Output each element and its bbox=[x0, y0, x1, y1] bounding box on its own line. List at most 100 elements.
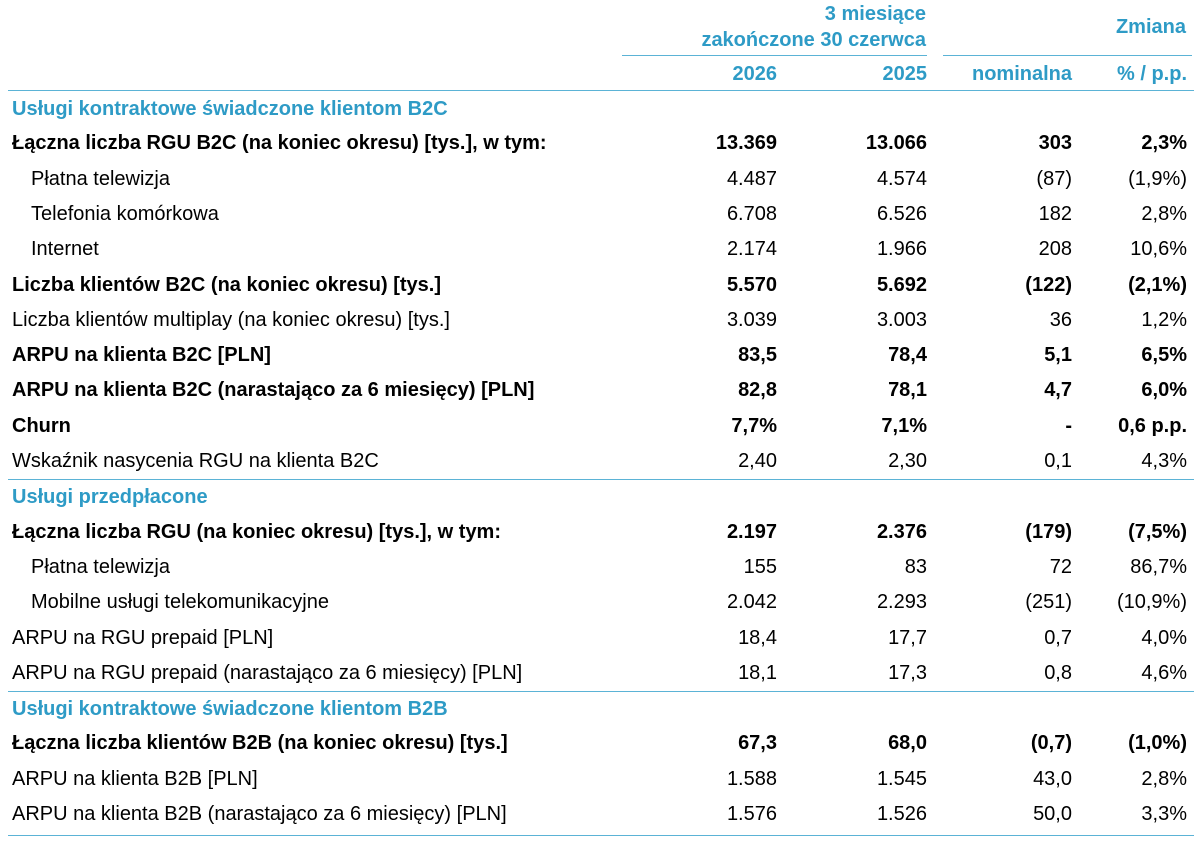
row-label: Liczba klientów multiplay (na koniec okr… bbox=[12, 308, 450, 331]
change-percent: (2,1%) bbox=[1128, 273, 1187, 296]
change-nominal: 0,8 bbox=[1044, 661, 1072, 684]
change-nominal: 0,7 bbox=[1044, 626, 1072, 649]
change-percent: (1,9%) bbox=[1128, 167, 1187, 190]
table-bottom-rule bbox=[8, 835, 1194, 837]
value-2026: 2.042 bbox=[726, 591, 777, 614]
table-row: Łączna liczba klientów B2B (na koniec ok… bbox=[0, 727, 1202, 762]
section-header: Usługi kontraktowe świadczone klientom B… bbox=[0, 692, 1202, 727]
value-2025: 4.574 bbox=[876, 167, 927, 190]
value-2026: 1.576 bbox=[726, 803, 777, 825]
change-percent: 6,0% bbox=[1141, 379, 1187, 402]
value-2026: 1.588 bbox=[726, 767, 777, 790]
column-header-nominal: nominalna bbox=[971, 63, 1072, 85]
row-label: Łączna liczba RGU (na koniec okresu) [ty… bbox=[12, 520, 502, 543]
value-2025: 78,1 bbox=[888, 379, 927, 402]
row-label: Wskaźnik nasycenia RGU na klienta B2C bbox=[12, 450, 379, 472]
table-row: Wskaźnik nasycenia RGU na klienta B2C 2,4… bbox=[0, 445, 1202, 480]
section-header: Usługi przedpłacone bbox=[0, 480, 1202, 515]
value-2025: 6.526 bbox=[876, 202, 927, 225]
change-percent: 0,6 p.p. bbox=[1118, 414, 1187, 437]
table-row: Churn 7,7% 7,1% - 0,6 p.p. bbox=[0, 410, 1202, 445]
value-2026: 82,8 bbox=[738, 379, 777, 402]
change-percent: 2,8% bbox=[1141, 202, 1187, 225]
table-row: ARPU na RGU prepaid (narastająco za 6 mi… bbox=[0, 657, 1202, 692]
value-2025: 2.293 bbox=[876, 591, 927, 614]
row-label: Internet bbox=[31, 238, 99, 261]
section-header: Usługi kontraktowe świadczone klientom B… bbox=[0, 92, 1202, 127]
value-2026: 155 bbox=[743, 555, 777, 578]
value-2026: 3.039 bbox=[726, 308, 777, 331]
row-label: Liczba klientów B2C (na koniec okresu) [… bbox=[12, 273, 441, 296]
value-2025: 5.692 bbox=[876, 273, 927, 296]
row-label: ARPU na klienta B2B [PLN] bbox=[12, 767, 258, 790]
row-label: ARPU na klienta B2B (narastająco za 6 mi… bbox=[12, 803, 507, 825]
row-label: Mobilne usługi telekomunikacyjne bbox=[31, 591, 329, 614]
change-percent: 1,2% bbox=[1141, 308, 1187, 331]
column-header-2025: 2025 bbox=[882, 63, 928, 85]
value-2025: 1.526 bbox=[876, 803, 927, 825]
change-nominal: 43,0 bbox=[1033, 767, 1072, 790]
change-percent: (7,5%) bbox=[1128, 520, 1187, 543]
section-divider bbox=[8, 691, 1194, 693]
row-label: Łączna liczba RGU B2C (na koniec okresu)… bbox=[12, 132, 547, 155]
value-2026: 4.487 bbox=[726, 167, 777, 190]
change-nominal: - bbox=[1065, 414, 1072, 437]
value-2025: 3.003 bbox=[876, 308, 927, 331]
change-nominal: (0,7) bbox=[1030, 732, 1072, 755]
table-row: ARPU na klienta B2C [PLN] 83,5 78,4 5,1 6,5% bbox=[0, 339, 1202, 374]
change-nominal: 72 bbox=[1049, 555, 1072, 578]
row-label: Telefonia komórkowa bbox=[31, 202, 219, 225]
value-2025: 78,4 bbox=[888, 344, 927, 367]
row-label: Łączna liczba klientów B2B (na koniec ok… bbox=[12, 732, 508, 755]
column-header-percent: % / p.p. bbox=[1117, 63, 1187, 85]
value-2026: 83,5 bbox=[738, 344, 777, 367]
change-percent: (10,9%) bbox=[1116, 591, 1187, 614]
table-row: Płatna telewizja 4.487 4.574 (87) (1,9%) bbox=[0, 163, 1202, 198]
table-row: ARPU na klienta B2B [PLN] 1.588 1.545 43,0 2… bbox=[0, 763, 1202, 798]
value-2026: 2,40 bbox=[738, 450, 777, 472]
value-2025: 17,3 bbox=[888, 661, 927, 684]
change-percent: 2,8% bbox=[1141, 767, 1187, 790]
change-nominal: (179) bbox=[1025, 520, 1072, 543]
change-nominal: 303 bbox=[1038, 132, 1072, 155]
value-2025: 2,30 bbox=[888, 450, 927, 472]
section-title: Usługi przedpłacone bbox=[12, 486, 208, 509]
change-percent: 4,0% bbox=[1141, 626, 1187, 649]
change-nominal: (87) bbox=[1036, 167, 1072, 190]
row-label: ARPU na klienta B2C (narastająco za 6 mi… bbox=[12, 379, 535, 402]
value-2025: 1.545 bbox=[876, 767, 927, 790]
value-2026: 5.570 bbox=[726, 273, 777, 296]
change-nominal: 182 bbox=[1038, 202, 1072, 225]
row-label: ARPU na RGU prepaid [PLN] bbox=[12, 626, 274, 649]
period-header-line2: zakończone 30 czerwca bbox=[701, 29, 926, 51]
change-nominal: 4,7 bbox=[1044, 379, 1072, 402]
value-2026: 6.708 bbox=[726, 202, 777, 225]
value-2026: 7,7% bbox=[731, 414, 777, 437]
change-nominal: 5,1 bbox=[1044, 344, 1072, 367]
value-2026: 67,3 bbox=[738, 732, 777, 755]
section-title: Usługi kontraktowe świadczone klientom B… bbox=[12, 98, 448, 120]
section-title: Usługi kontraktowe świadczone klientom B… bbox=[12, 698, 448, 721]
change-nominal: (122) bbox=[1025, 273, 1072, 296]
change-percent: 6,5% bbox=[1141, 344, 1187, 367]
change-nominal: 208 bbox=[1038, 238, 1072, 261]
table-row: ARPU na klienta B2C (narastająco za 6 mi… bbox=[0, 374, 1202, 409]
change-percent: 2,3% bbox=[1141, 132, 1187, 155]
value-2025: 13.066 bbox=[865, 132, 927, 155]
value-2026: 13.369 bbox=[715, 132, 777, 155]
change-percent: 3,3% bbox=[1141, 803, 1187, 825]
change-percent: 86,7% bbox=[1130, 555, 1187, 578]
row-label: ARPU na RGU prepaid (narastająco za 6 mi… bbox=[12, 661, 523, 684]
change-nominal: 50,0 bbox=[1033, 803, 1072, 825]
table-row: Łączna liczba RGU B2C (na koniec okresu)… bbox=[0, 127, 1202, 162]
table-row: ARPU na RGU prepaid [PLN] 18,4 17,7 0,7 4,0% bbox=[0, 622, 1202, 657]
change-percent: (1,0%) bbox=[1128, 732, 1187, 755]
value-2026: 18,4 bbox=[738, 626, 777, 649]
value-2025: 17,7 bbox=[888, 626, 927, 649]
table-row: Internet 2.174 1.966 208 10,6% bbox=[0, 233, 1202, 268]
value-2026: 2.174 bbox=[726, 238, 777, 261]
change-nominal: (251) bbox=[1025, 591, 1072, 614]
row-label: Płatna telewizja bbox=[31, 555, 170, 578]
row-label: Churn bbox=[12, 414, 71, 437]
value-2026: 18,1 bbox=[738, 661, 777, 684]
